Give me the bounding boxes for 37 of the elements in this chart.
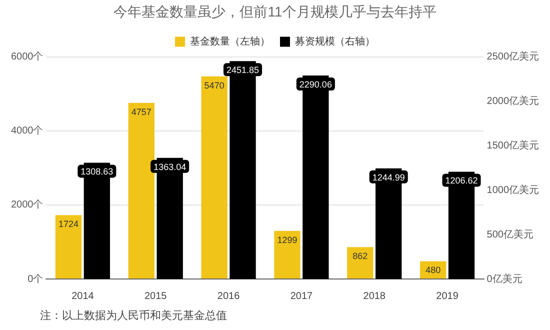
y-tick-label: 6000个 <box>10 50 44 63</box>
chart-title: 今年基金数量虽少，但前11个月规模几乎与去年持平 <box>114 3 436 20</box>
bar <box>274 230 300 278</box>
legend-label: 募资规模（右轴） <box>295 36 375 48</box>
y2-tick-label: 500亿美元 <box>486 228 534 240</box>
x-tick-label: 2015 <box>144 290 168 302</box>
data-label: 1299 <box>277 234 298 245</box>
bar <box>201 76 228 278</box>
x-tick-label: 2017 <box>290 290 314 302</box>
data-label: 1244.99 <box>372 172 405 182</box>
data-label: 1363.04 <box>154 162 186 172</box>
legend-label: 基金数量（左轴） <box>190 36 270 48</box>
data-label: 2451.85 <box>226 65 260 76</box>
data-label: 480 <box>426 265 441 276</box>
bar <box>347 247 374 278</box>
data-label: 2290.06 <box>299 79 332 90</box>
data-label: 862 <box>352 251 368 262</box>
bar <box>55 215 82 278</box>
data-label: 1206.62 <box>445 176 478 186</box>
x-tick-label: 2014 <box>72 290 94 302</box>
y2-tick-label: 0亿美元 <box>486 272 522 285</box>
y-tick-label: 2000个 <box>10 198 44 211</box>
y-tick-label: 0个 <box>28 272 44 285</box>
data-label: 1724 <box>58 219 78 230</box>
y2-tick-label: 2500亿美元 <box>486 50 540 63</box>
y2-tick-label: 2000亿美元 <box>486 94 540 107</box>
x-tick-label: 2018 <box>363 290 386 302</box>
data-label: 1308.63 <box>80 166 114 177</box>
x-tick-label: 2016 <box>217 290 240 302</box>
bar <box>128 102 154 278</box>
x-tick-label: 2019 <box>436 290 459 302</box>
y2-tick-label: 1000亿美元 <box>486 184 540 196</box>
data-label: 4757 <box>131 106 152 117</box>
data-label: 5470 <box>204 80 224 90</box>
y2-tick-label: 1500亿美元 <box>486 139 540 152</box>
text: 注：以上数据为人民币和美元基金总值 <box>40 308 227 323</box>
y-tick-label: 4000个 <box>10 124 44 137</box>
